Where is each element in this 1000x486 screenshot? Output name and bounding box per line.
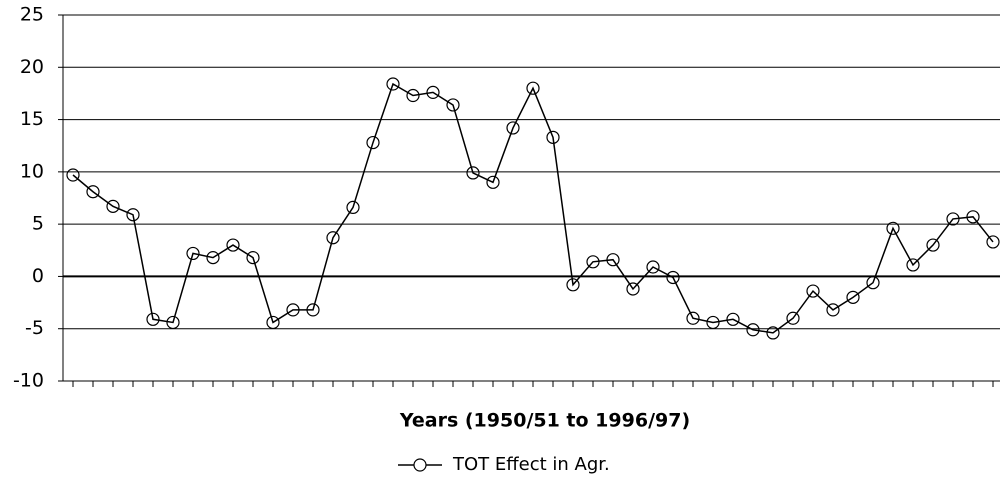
point xyxy=(686,311,700,325)
point xyxy=(646,260,660,274)
point xyxy=(746,323,760,337)
point xyxy=(986,235,1000,249)
point xyxy=(186,246,200,261)
point xyxy=(346,200,360,215)
point xyxy=(406,88,420,103)
legend-label: TOT Effect in Agr. xyxy=(452,454,610,475)
point xyxy=(366,135,380,150)
point xyxy=(586,255,600,269)
y-tick-label: 15 xyxy=(20,108,44,130)
point xyxy=(866,276,880,290)
point xyxy=(66,168,80,182)
point xyxy=(446,98,460,112)
point xyxy=(126,208,140,222)
point xyxy=(106,199,120,213)
point xyxy=(166,315,180,330)
point xyxy=(626,282,640,296)
point xyxy=(966,210,980,224)
point xyxy=(466,166,480,180)
point xyxy=(666,270,680,285)
point xyxy=(606,253,620,267)
point xyxy=(206,251,220,265)
point xyxy=(146,312,160,326)
point xyxy=(306,303,320,317)
point xyxy=(926,238,940,252)
y-tick-label: 25 xyxy=(20,4,44,26)
y-tick-label: 20 xyxy=(20,56,44,78)
point xyxy=(266,315,280,330)
y-tick-label: -10 xyxy=(13,370,44,392)
point xyxy=(726,312,740,326)
point xyxy=(826,303,840,317)
point xyxy=(226,238,240,252)
point xyxy=(906,258,920,272)
y-tick-label: 5 xyxy=(32,213,44,235)
point xyxy=(706,315,720,330)
point xyxy=(546,130,560,144)
point xyxy=(766,326,780,340)
point xyxy=(246,251,260,265)
point xyxy=(786,311,800,325)
point xyxy=(806,284,820,298)
point xyxy=(486,175,500,189)
legend-marker xyxy=(413,458,427,472)
y-tick-label: 10 xyxy=(20,160,44,182)
x-axis-label: Years (1950/51 to 1996/97) xyxy=(399,410,690,432)
y-tick-label: 0 xyxy=(32,265,44,287)
point xyxy=(946,212,960,226)
point xyxy=(526,81,540,95)
point xyxy=(886,221,900,235)
point xyxy=(286,303,300,317)
point xyxy=(86,185,100,199)
y-tick-label: -5 xyxy=(25,317,44,339)
point xyxy=(566,278,580,292)
series-line xyxy=(72,82,994,334)
point xyxy=(326,231,340,245)
point xyxy=(426,85,440,99)
point xyxy=(506,121,520,135)
point xyxy=(846,290,860,304)
point xyxy=(386,77,400,91)
